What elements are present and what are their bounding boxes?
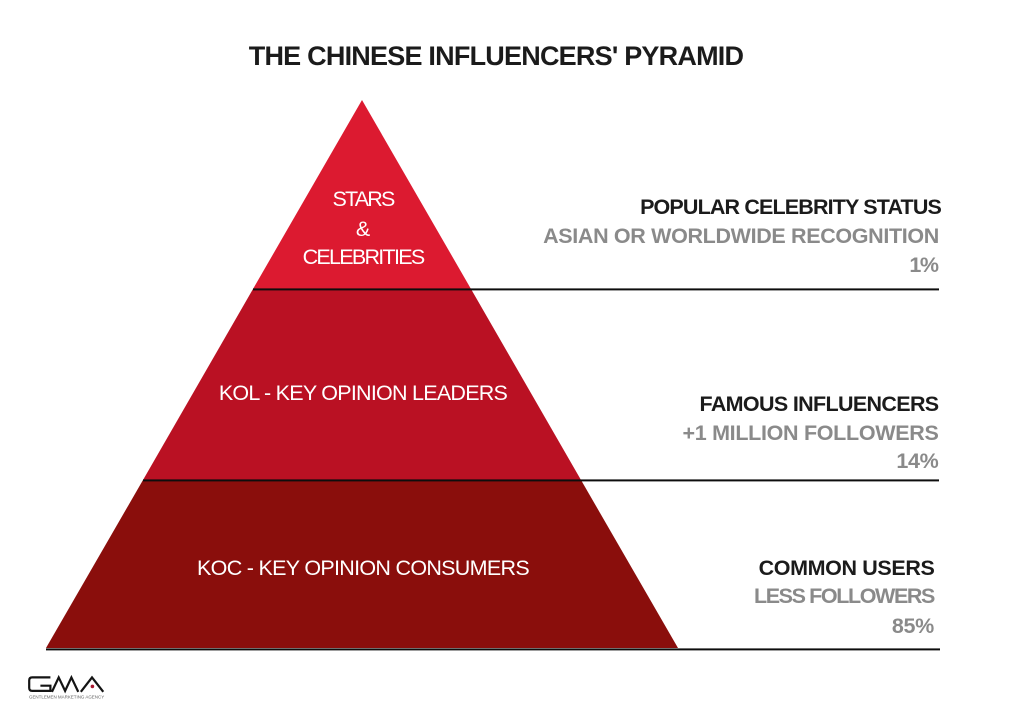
svg-text:GENTLEMEN MARKETING AGENCY: GENTLEMEN MARKETING AGENCY <box>29 694 105 699</box>
